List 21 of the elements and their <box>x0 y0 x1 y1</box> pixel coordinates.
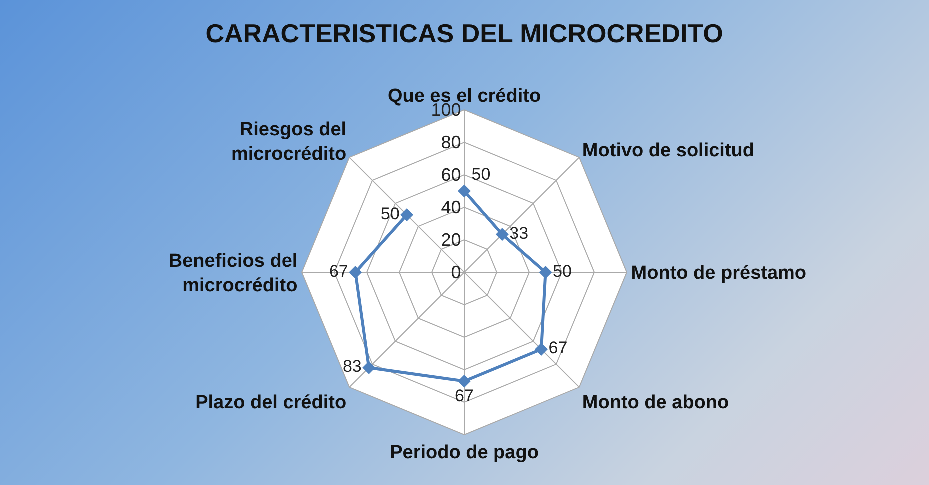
data-label: 67 <box>455 386 474 406</box>
y-tick-label: 40 <box>441 197 462 218</box>
spoke-label: Periodo de pago <box>390 442 539 464</box>
y-tick-label: 20 <box>441 230 462 250</box>
spoke-label: Motivo de solicitud <box>582 140 755 162</box>
y-tick-label: 60 <box>441 164 462 185</box>
y-tick-label: 80 <box>441 132 462 152</box>
data-label: 50 <box>380 204 400 224</box>
data-label: 33 <box>510 224 529 243</box>
spoke-label: Beneficios del microcrédito <box>168 250 298 296</box>
data-label: 83 <box>342 357 362 376</box>
data-label: 50 <box>472 164 491 184</box>
spoke-label: Monto de préstamo <box>631 263 807 284</box>
y-tick-label: 0 <box>451 262 462 282</box>
data-label: 67 <box>548 338 568 358</box>
chart-title: CARACTERISTICAS DEL MICROCREDITO <box>206 18 724 48</box>
data-label: 67 <box>329 262 348 281</box>
spoke-label: Riesgos del microcrédito <box>231 119 347 166</box>
spoke-label: Plazo del crédito <box>196 392 347 414</box>
data-label: 50 <box>553 262 572 281</box>
spoke-label: Monto de abono <box>582 392 730 414</box>
